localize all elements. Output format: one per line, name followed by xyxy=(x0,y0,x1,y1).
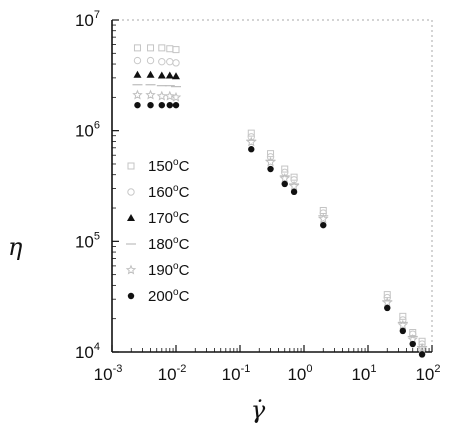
data-point xyxy=(166,45,174,53)
data-point xyxy=(397,319,409,330)
y-tick-label: 104 xyxy=(75,341,100,362)
data-point xyxy=(172,46,180,54)
data-point xyxy=(399,327,407,335)
data-point xyxy=(281,180,288,188)
x-tick-label: 102 xyxy=(415,363,440,384)
legend-label: 200oC xyxy=(148,287,190,305)
legend: 150oC 160oC 170oC 180oC 190oC 200oC xyxy=(125,157,190,305)
data-point xyxy=(166,57,174,66)
data-point xyxy=(418,340,426,348)
data-point xyxy=(164,90,176,101)
data-point xyxy=(146,70,155,78)
data-point xyxy=(166,101,173,109)
data-point xyxy=(146,56,155,65)
data-point xyxy=(384,304,391,312)
data-point xyxy=(290,188,298,196)
y-axis-label: η xyxy=(8,233,23,261)
legend-marker xyxy=(127,214,135,221)
data-point xyxy=(399,316,407,324)
legend-marker xyxy=(125,264,137,275)
data-point xyxy=(157,71,166,79)
data-point xyxy=(382,297,393,307)
data-point xyxy=(418,351,426,358)
data-point xyxy=(133,44,141,52)
data-point xyxy=(281,165,289,173)
data-point xyxy=(288,180,300,191)
data-point xyxy=(290,173,298,181)
x-tick-label: 10-3 xyxy=(94,363,123,384)
data-point xyxy=(132,89,143,100)
data-point xyxy=(416,342,428,353)
legend-marker xyxy=(127,292,135,300)
plot-area xyxy=(111,19,433,353)
data-point xyxy=(147,101,154,109)
legend-label: 190oC xyxy=(148,261,190,279)
x-tick-label: 100 xyxy=(287,363,312,384)
y-tick-label: 105 xyxy=(75,230,100,251)
data-point xyxy=(133,56,142,65)
data-point xyxy=(170,91,182,102)
data-point xyxy=(246,136,257,147)
data-point xyxy=(156,90,168,101)
data-point xyxy=(158,101,166,109)
data-point xyxy=(158,57,166,66)
y-tick-label: 106 xyxy=(75,120,100,141)
data-point xyxy=(172,101,180,109)
data-point xyxy=(409,340,416,348)
x-tick-label: 101 xyxy=(351,363,376,384)
legend-marker xyxy=(127,188,135,196)
data-point xyxy=(145,89,156,100)
data-point xyxy=(247,129,255,137)
data-point xyxy=(172,59,180,67)
data-point xyxy=(409,330,417,338)
data-point xyxy=(318,213,329,224)
data-point xyxy=(158,44,166,52)
data-point xyxy=(147,44,155,52)
data-point xyxy=(165,71,174,79)
axis-ticks: 10-3 10-2 10-1 100 101 102 104 105 106 107 xyxy=(75,9,441,384)
x-axis-label: γ̇ xyxy=(251,396,266,424)
data-point xyxy=(248,146,255,153)
data-point xyxy=(134,101,141,109)
legend-marker xyxy=(127,162,135,170)
legend-label: 180oC xyxy=(148,235,190,253)
x-tick-label: 10-2 xyxy=(158,363,187,384)
legend-label: 150oC xyxy=(148,157,190,175)
data-point xyxy=(267,165,274,173)
data-point xyxy=(320,221,327,229)
data-point xyxy=(265,156,276,167)
x-tick-label: 10-1 xyxy=(222,363,251,384)
data-point xyxy=(399,312,407,320)
legend-label: 160oC xyxy=(148,183,190,201)
data-point xyxy=(133,70,142,78)
y-tick-label: 107 xyxy=(75,9,100,30)
data-points xyxy=(132,44,428,358)
legend-label: 170oC xyxy=(148,209,190,227)
data-point xyxy=(172,72,180,80)
data-point xyxy=(279,172,290,183)
